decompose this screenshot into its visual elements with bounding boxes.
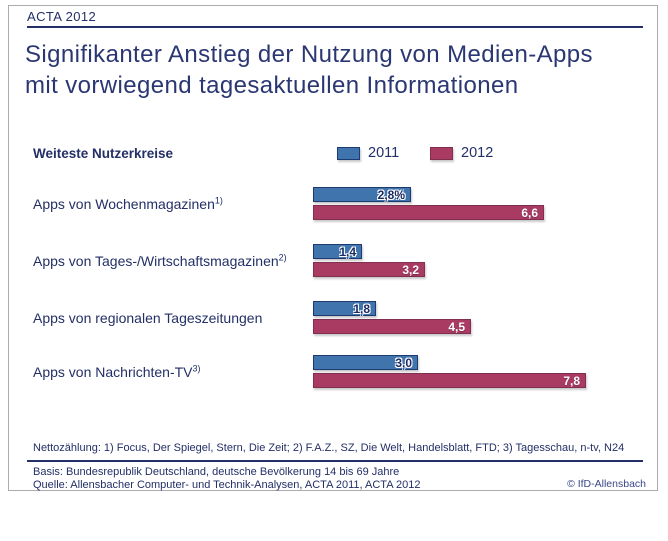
bar-2012: 4,5 — [313, 319, 471, 334]
category-text: Apps von Nachrichten-TV — [33, 364, 193, 380]
category-label: Apps von Nachrichten-TV3) — [33, 355, 201, 389]
category-label: Apps von Tages-/Wirtschaftsmagazinen2) — [33, 244, 287, 278]
bar-2011: 1,4 — [313, 244, 362, 259]
category-text: Apps von Tages-/Wirtschaftsmagazinen — [33, 253, 279, 269]
bar-group-tageszeitungen: Apps von regionalen Tageszeitungen 1,8 4… — [0, 301, 668, 335]
basis-line: Basis: Bundesrepublik Deutschland, deuts… — [33, 466, 400, 478]
bar-2012: 6,6 — [313, 205, 544, 220]
legend-swatch-2011 — [337, 146, 360, 160]
bar-value-2012: 3,2 — [402, 262, 419, 277]
bar-2012: 7,8 — [313, 373, 586, 388]
bar-group-wirtschaftsmagazine: Apps von Tages-/Wirtschaftsmagazinen2) 1… — [0, 244, 668, 278]
category-superscript: 1) — [214, 195, 223, 206]
bar-2011: 2,8% — [313, 187, 411, 202]
footer-rule — [27, 460, 643, 462]
legend-item-2012: 2012 — [430, 145, 493, 161]
bar-value-2012: 7,8 — [563, 373, 580, 388]
chart-title: Signifikanter Anstieg der Nutzung von Me… — [25, 39, 593, 101]
bar-group-wochenmagazine: Apps von Wochenmagazinen1) 2,8% 6,6 — [0, 187, 668, 221]
measure-label: Weiteste Nutzerkreise — [33, 146, 174, 161]
bar-value-2011: 1,4 — [339, 244, 356, 259]
bar-value-2011: 2,8% — [377, 187, 405, 202]
legend-swatch-2012 — [430, 146, 453, 160]
bar-2011: 3,0 — [313, 355, 418, 370]
report-tag: ACTA 2012 — [27, 9, 97, 24]
bar-group-nachrichten-tv: Apps von Nachrichten-TV3) 3,0 7,8 — [0, 355, 668, 389]
category-superscript: 3) — [192, 363, 201, 374]
category-superscript: 2) — [278, 252, 287, 263]
copyright: © IfD-Allensbach — [567, 478, 646, 490]
bar-value-2011: 1,8 — [353, 301, 370, 316]
bar-2011: 1,8 — [313, 301, 376, 316]
bar-value-2012: 6,6 — [521, 205, 538, 220]
category-text: Apps von regionalen Tageszeitungen — [33, 310, 263, 326]
legend-text-2012: 2012 — [461, 145, 494, 161]
category-label: Apps von regionalen Tageszeitungen — [33, 301, 262, 335]
source-line: Quelle: Allensbacher Computer- und Techn… — [33, 479, 421, 491]
bar-value-2011: 3,0 — [395, 355, 412, 370]
bar-value-2012: 4,5 — [448, 319, 465, 334]
legend-text-2011: 2011 — [368, 145, 400, 161]
header-rule — [27, 26, 643, 28]
legend-item-2011: 2011 — [337, 145, 399, 161]
footnote: Nettozählung: 1) Focus, Der Spiegel, Ste… — [33, 442, 625, 454]
bar-2012: 3,2 — [313, 262, 425, 277]
category-label: Apps von Wochenmagazinen1) — [33, 187, 223, 221]
category-text: Apps von Wochenmagazinen — [33, 196, 215, 212]
chart-title-line1: Signifikanter Anstieg der Nutzung von Me… — [25, 41, 593, 68]
chart-title-line2: mit vorwiegend tagesaktuellen Informatio… — [25, 72, 519, 99]
